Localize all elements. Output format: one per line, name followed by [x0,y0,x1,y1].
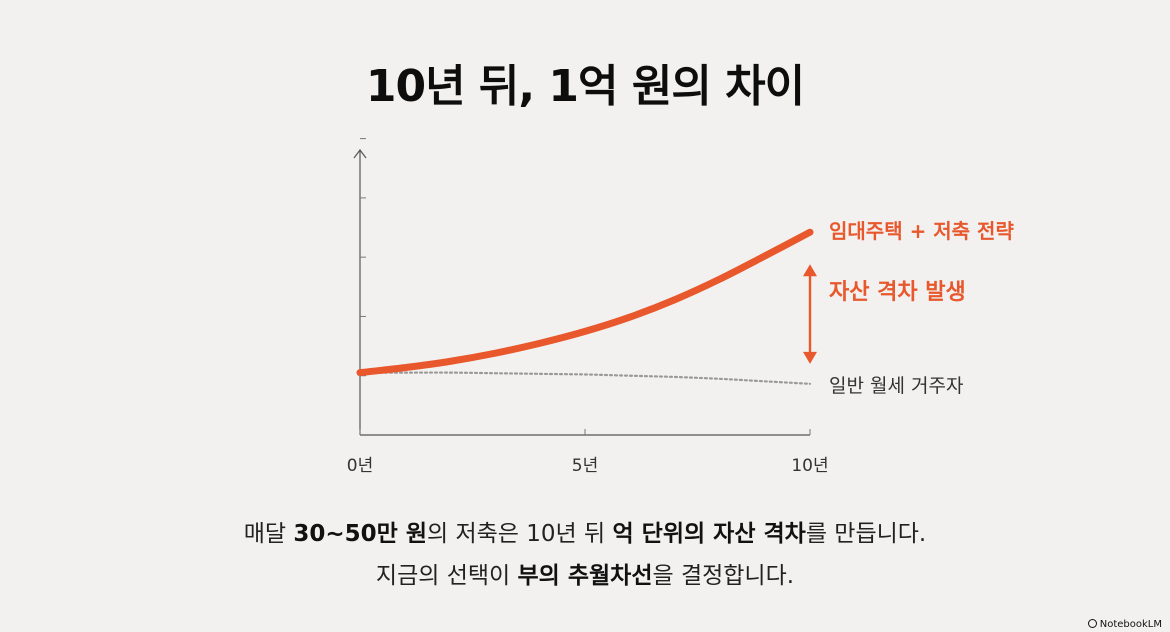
series-line-strategy [356,228,814,377]
axes [353,138,811,436]
caption-1a: 매달 [243,521,294,547]
caption-1b: 30~50만 원 [293,521,428,547]
caption-2c: 을 결정합니다. [652,563,795,589]
brand-logo: NotebookLM [1087,619,1162,630]
y-axis-arrow [353,149,367,159]
series-layer [356,228,817,385]
series-label-strategy: 임대주택 + 저축 전략 [829,219,1014,243]
gap-annotation: 자산 격차 발생 [829,280,966,305]
gap-arrow-head-up [803,264,817,277]
brand-name: NotebookLM [1099,619,1162,630]
caption-1d: 억 단위의 자산 격차 [612,521,806,547]
x-tick-label: 10년 [791,456,828,476]
caption-1c: 의 저축은 10년 뒤 [427,521,613,547]
chart-title: 10년 뒤, 1억 원의 차이 [365,61,805,112]
gap-arrow-head-down [803,351,817,364]
x-tick-label: 5년 [572,456,598,476]
series-line-renter [358,371,812,385]
caption-1e: 를 만듭니다. [805,521,927,547]
caption-line-2: 지금의 선택이 부의 추월차선을 결정합니다. [0,556,1170,590]
caption-2a: 지금의 선택이 [375,563,518,589]
series-label-renter: 일반 월세 거주자 [829,375,963,397]
caption-line-1: 매달 30~50만 원의 저축은 10년 뒤 억 단위의 자산 격차를 만듭니다… [0,514,1170,548]
x-tick-label: 0년 [347,456,373,476]
notebooklm-icon [1087,619,1097,628]
caption-2b: 부의 추월차선 [517,563,653,589]
